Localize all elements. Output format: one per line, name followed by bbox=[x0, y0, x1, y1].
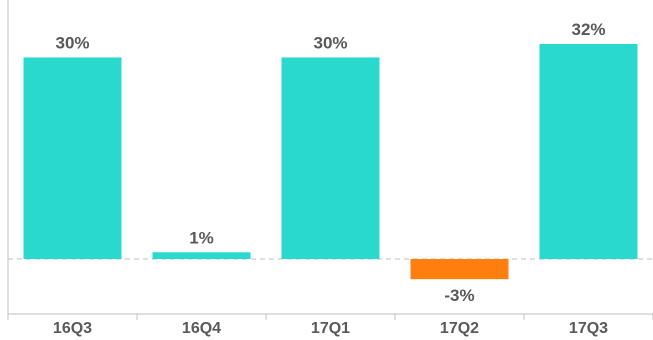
x-axis-tick-labels: 16Q3 16Q4 17Q1 17Q2 17Q3 bbox=[53, 320, 608, 337]
data-label-16q4: 1% bbox=[189, 228, 214, 247]
plot-area: 30% 1% 30% -3% 32% 16Q3 16Q4 17Q1 17Q2 17Q3 bbox=[7, 0, 653, 337]
bar-17q1 bbox=[281, 57, 380, 259]
bar-17q2 bbox=[410, 259, 509, 280]
bar-16q3 bbox=[23, 57, 122, 259]
x-axis-ticks bbox=[7, 314, 653, 320]
x-tick-label-16q3: 16Q3 bbox=[53, 320, 92, 337]
data-label-17q2: -3% bbox=[444, 286, 474, 305]
data-label-17q1: 30% bbox=[313, 33, 347, 52]
data-label-17q3: 32% bbox=[571, 20, 605, 39]
x-tick-label-17q1: 17Q1 bbox=[311, 320, 350, 337]
x-tick-label-16q4: 16Q4 bbox=[182, 320, 221, 337]
bar-17q3 bbox=[539, 44, 638, 259]
x-tick-label-17q2: 17Q2 bbox=[440, 320, 479, 337]
data-labels: 30% 1% 30% -3% 32% bbox=[55, 20, 605, 305]
x-tick-label-17q3: 17Q3 bbox=[569, 320, 608, 337]
bar-16q4 bbox=[152, 252, 251, 259]
data-label-16q3: 30% bbox=[55, 33, 89, 52]
bar-series bbox=[23, 44, 638, 280]
